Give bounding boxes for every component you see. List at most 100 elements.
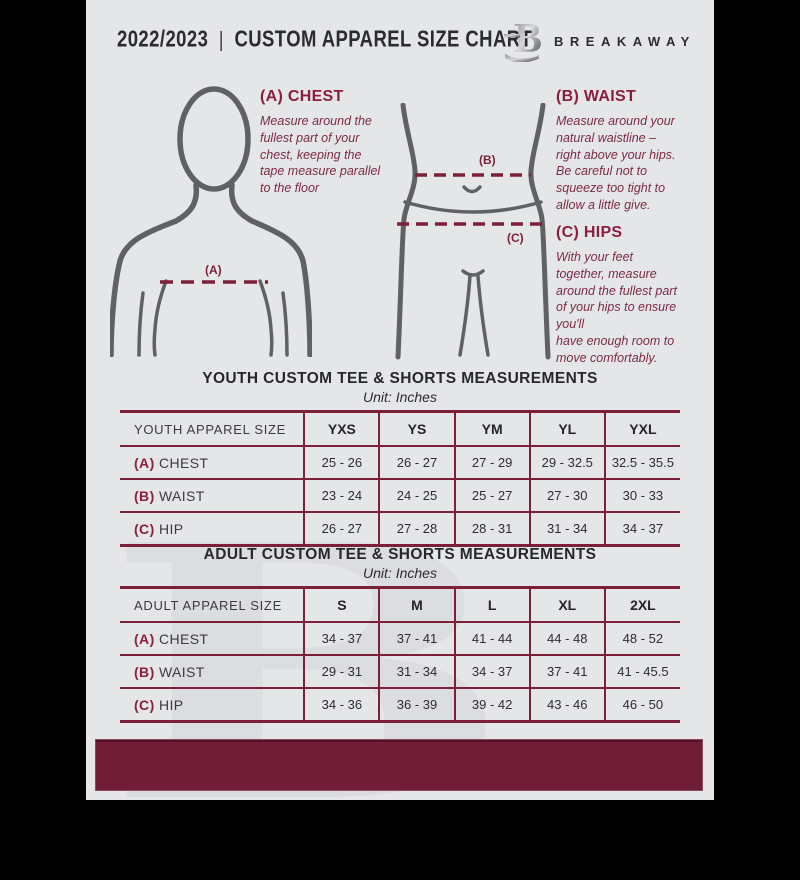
measurement-letter: (B) [134,487,155,504]
measurement-range-cell: 26 - 27 [378,446,455,480]
measurement-range-cell: 36 - 39 [378,688,455,722]
waist-body: Measure around your natural waistline – … [556,114,676,212]
table-header-row: YOUTH APPAREL SIZE YXS YS YM YL YXL [120,411,680,447]
measurement-range-cell: 30 - 33 [603,479,680,513]
measurement-label-cell: (C) HIP [120,688,304,722]
measurement-name: CHEST [158,630,209,647]
measurement-name: WAIST [158,487,205,504]
measurement-name: HIP [158,696,184,713]
youth-table-subtitle: Unit: Inches [363,389,437,405]
figure-crotch [461,269,485,277]
measurement-range-cell: 41 - 45.5 [603,655,680,689]
hip-line-label: (C) [507,231,524,245]
table-header-row: ADULT APPAREL SIZE S M L XL 2XL [120,587,680,623]
figure-waistband [403,200,543,214]
adult-size-table: ADULT APPAREL SIZE S M L XL 2XL (A) CHEST 34 - … [120,586,680,723]
waist-heading: (B) WAIST [556,88,637,105]
size-column-title: YOUTH APPAREL SIZE [120,411,305,447]
measurement-range-cell: 34 - 37 [603,512,680,546]
measurement-label-cell: (B) WAIST [120,479,305,513]
measurement-range-cell: 39 - 42 [453,688,530,722]
title-main: CUSTOM APPAREL SIZE CHART [234,27,533,52]
adult-table-subtitle: Unit: Inches [363,565,437,581]
measurement-letter: (C) [134,520,155,537]
hips-instructions: (C) HIPS With your feet together, measur… [556,224,714,366]
waist-instructions: (B) WAIST Measure around your natural wa… [556,88,714,214]
figure-armpit-right [258,279,274,357]
figure-side-right [528,103,551,360]
logo-letter: B [514,16,542,62]
measurement-range-cell: 48 - 52 [603,622,680,656]
lower-body-figure: (B) (C) [395,103,551,360]
figure-thigh-left [458,274,472,357]
hips-heading: (C) HIPS [556,224,623,241]
figure-arm-right [249,218,312,357]
brand-logo: B BREAKAWAY [503,14,696,62]
youth-size-table: YOUTH APPAREL SIZE YXS YS YM YL YXL (A) CHEST 2… [120,410,680,547]
measurement-range-cell: 43 - 46 [528,688,605,722]
measurement-range-cell: 44 - 48 [528,622,605,656]
table-row: (C) HIP 26 - 27 27 - 28 28 - 31 31 - 34 34 - … [120,512,680,546]
measurement-range-cell: 27 - 29 [453,446,530,480]
table-row: (B) WAIST 29 - 31 31 - 34 34 - 37 37 - 41 41 … [120,655,680,689]
measurement-range-cell: 37 - 41 [528,655,605,689]
figure-arm-left [110,218,179,357]
measurement-range-cell: 32.5 - 35.5 [603,446,680,480]
measurement-range-cell: 34 - 37 [453,655,530,689]
figure-innerarm-left [137,291,145,357]
measurement-range-cell: 25 - 27 [453,479,530,513]
size-column-header: YS [378,411,455,447]
table-row: (A) CHEST 25 - 26 26 - 27 27 - 29 29 - 32.5 3… [120,446,680,480]
measurement-name: HIP [158,520,184,537]
size-chart-page: B 2022/2023 | CUSTOM APPAREL SIZE CHART … [86,0,714,849]
logo-swoosh [505,54,539,62]
chest-line-label: (A) [205,263,222,277]
size-column-header: YM [453,411,530,447]
waist-line-label: (B) [479,153,496,167]
table-row: (A) CHEST 34 - 37 37 - 41 41 - 44 44 - 48 48 … [120,622,680,656]
figure-armpit-left [152,279,168,357]
measurement-letter: (C) [134,696,155,713]
measurement-range-cell: 25 - 26 [303,446,380,480]
measurement-range-cell: 23 - 24 [303,479,380,513]
brand-name: BREAKAWAY [554,33,696,49]
measurement-label-cell: (A) CHEST [120,622,305,656]
chest-heading: (A) CHEST [260,88,344,105]
upper-body-figure: (A) [110,86,312,357]
measurement-label-cell: (B) WAIST [120,655,305,689]
chest-instructions: (A) CHEST Measure around the fullest par… [260,88,405,197]
measurement-range-cell: 29 - 31 [303,655,380,689]
size-column-header: XL [528,587,605,623]
figure-navel [462,185,482,194]
logo-crossbar [504,34,520,38]
adult-table-title: ADULT CUSTOM TEE & SHORTS MEASUREMENTS [203,546,597,563]
measurement-name: WAIST [158,663,205,680]
size-column-header: S [303,587,380,623]
measurement-range-cell: 27 - 30 [528,479,605,513]
footer-accent-bar [95,739,703,791]
measurement-letter: (A) [134,630,155,647]
measurement-range-cell: 31 - 34 [378,655,455,689]
figure-thigh-right [476,274,490,357]
measurement-name: CHEST [158,454,209,471]
size-column-header: YL [528,411,605,447]
measurement-range-cell: 41 - 44 [453,622,530,656]
measurement-range-cell: 26 - 27 [303,512,380,546]
title-divider: | [218,27,224,52]
measurement-letter: (B) [134,663,155,680]
figure-neck-right [228,182,255,224]
measurement-range-cell: 28 - 31 [453,512,530,546]
table-row: (C) HIP 34 - 36 36 - 39 39 - 42 43 - 46 46 - … [120,688,680,722]
hips-body: With your feet together, measure around … [556,250,677,365]
size-column-header: M [378,587,455,623]
figure-innerarm-right [281,291,289,357]
measurement-diagram-area: (A) (B) (C) (A) CHEST Measure around th [86,0,714,366]
measurement-range-cell: 29 - 32.5 [528,446,605,480]
measurement-range-cell: 46 - 50 [603,688,680,722]
page-title: 2022/2023 | CUSTOM APPAREL SIZE CHART [117,26,532,54]
measurement-range-cell: 31 - 34 [528,512,605,546]
size-column-header: YXS [303,411,380,447]
measurement-label-cell: (C) HIP [120,512,304,546]
measurement-label-cell: (A) CHEST [120,446,305,480]
measurement-range-cell: 34 - 37 [303,622,380,656]
